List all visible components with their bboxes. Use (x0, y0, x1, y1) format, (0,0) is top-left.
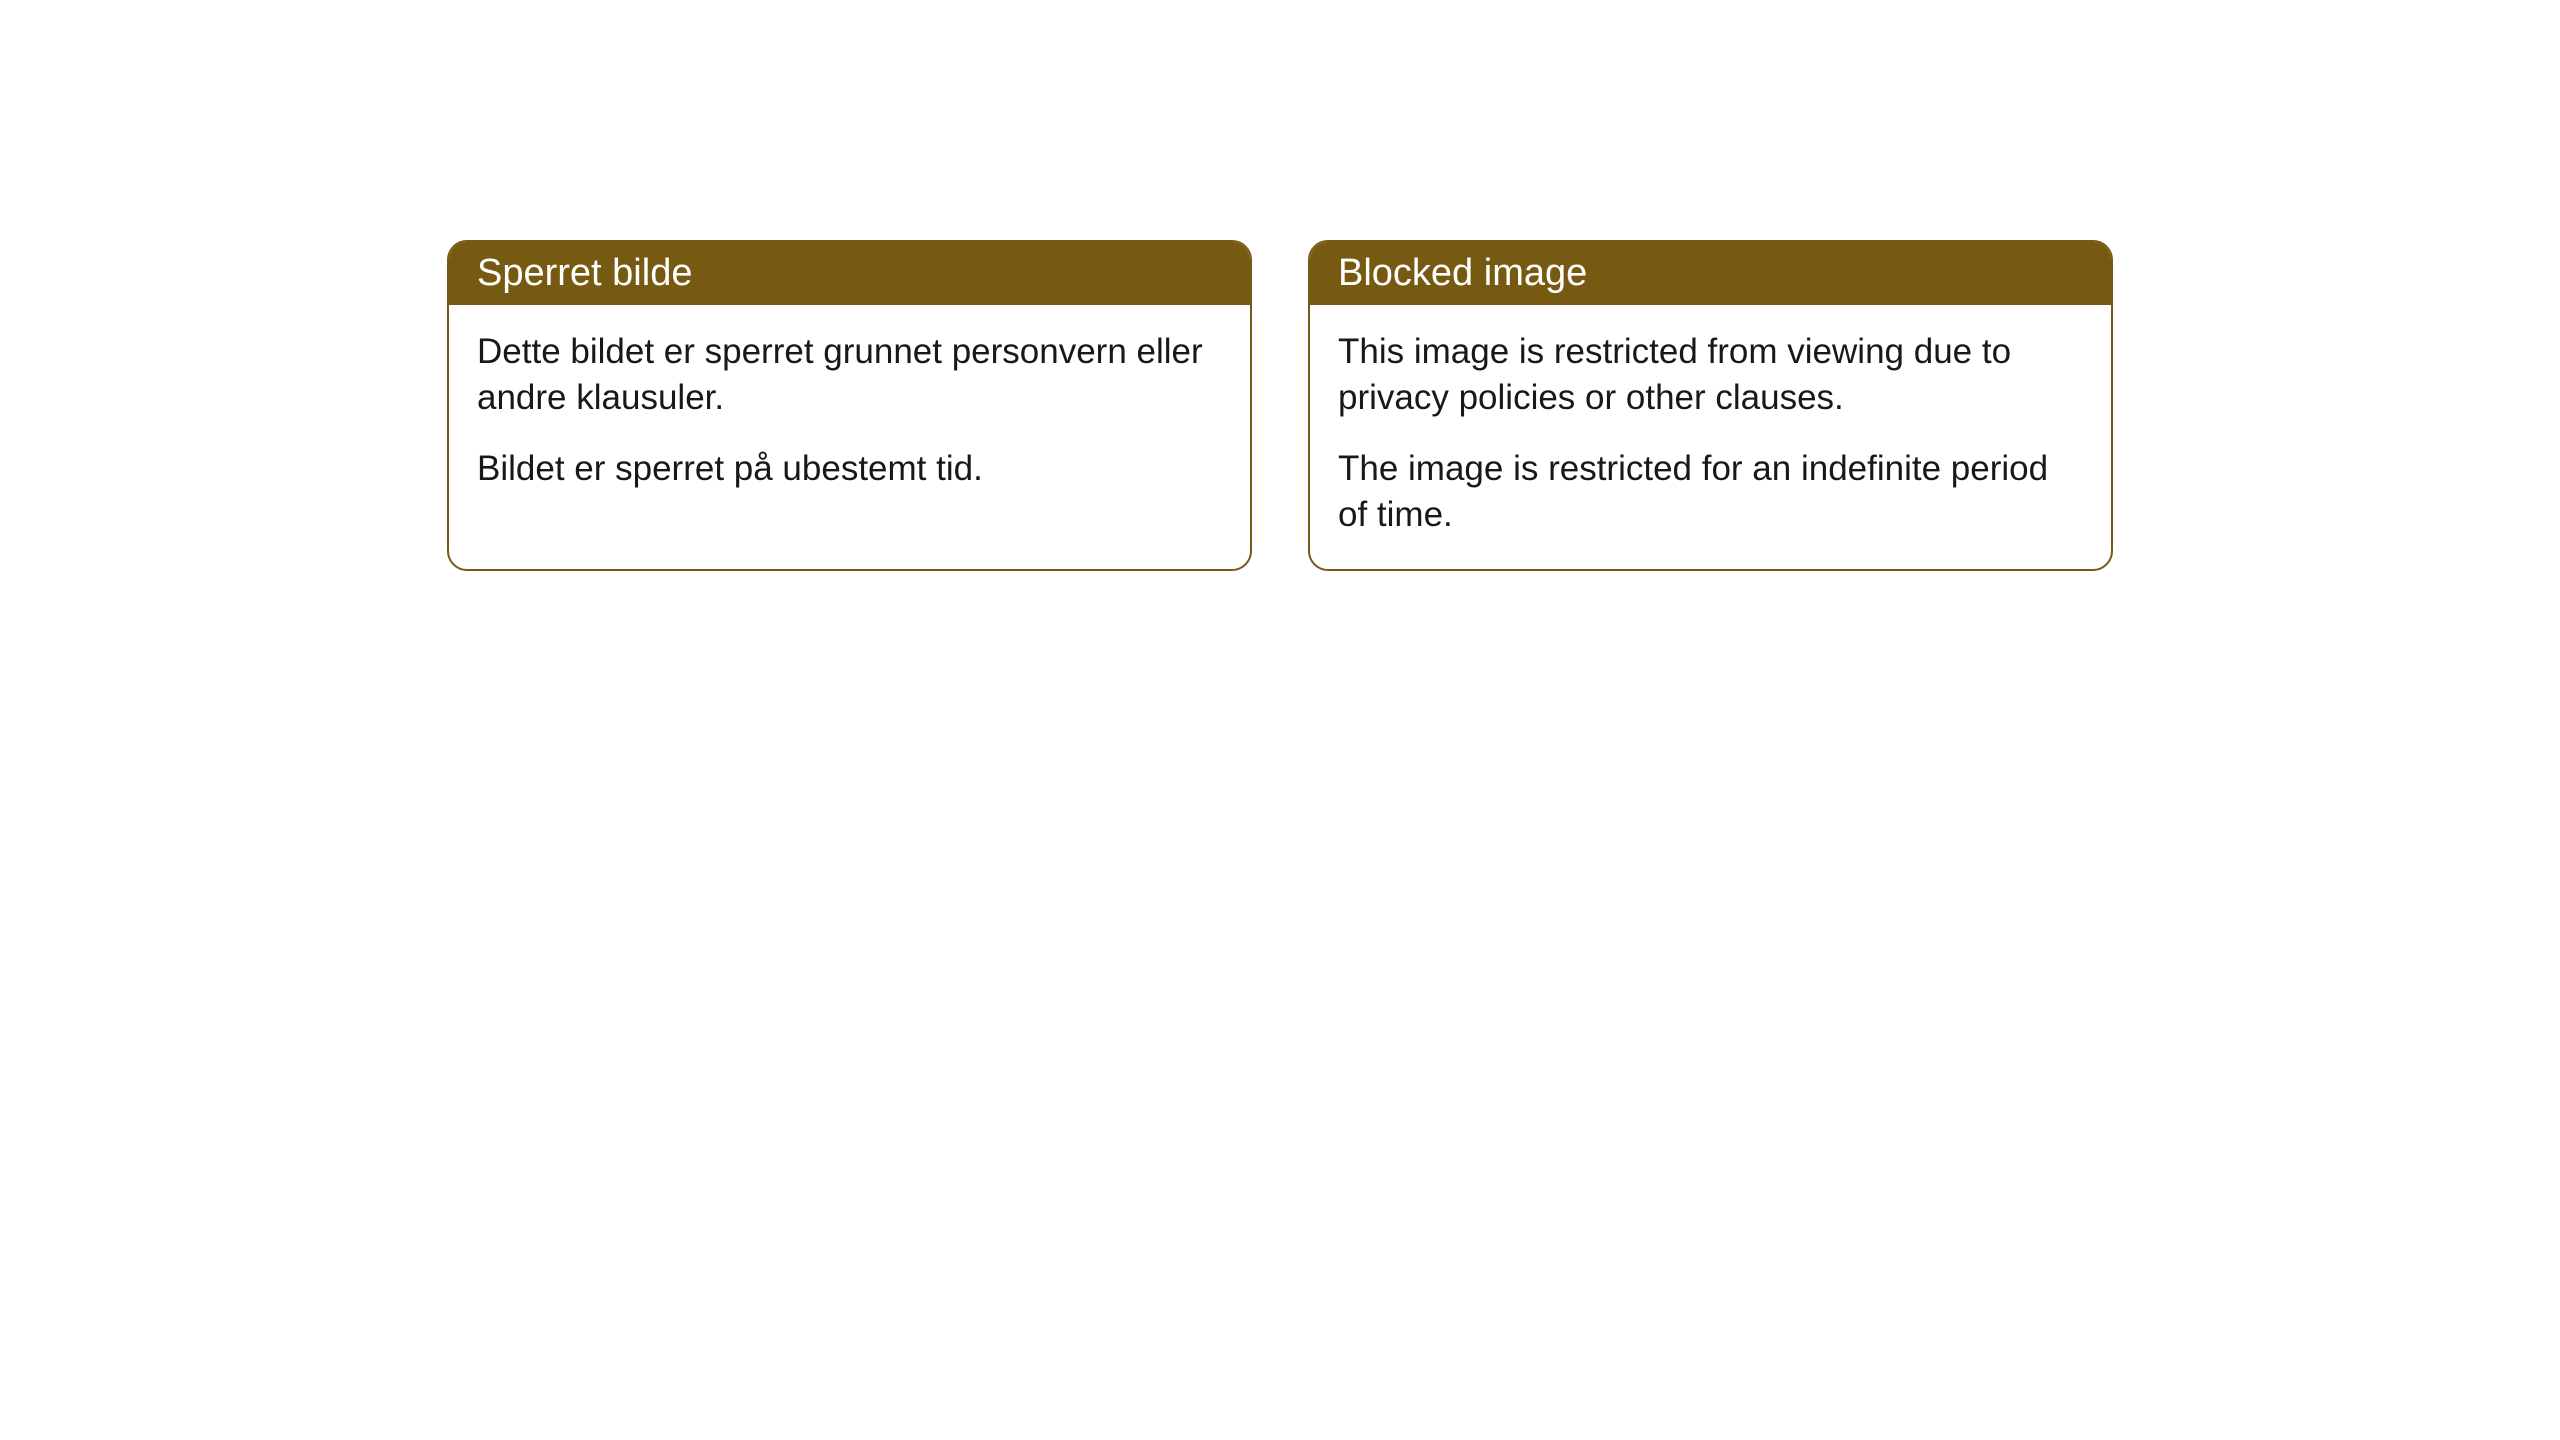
card-header: Sperret bilde (449, 242, 1250, 305)
card-paragraph: This image is restricted from viewing du… (1338, 329, 2083, 420)
card-paragraph: Dette bildet er sperret grunnet personve… (477, 329, 1222, 420)
notice-card-norwegian: Sperret bilde Dette bildet er sperret gr… (447, 240, 1252, 571)
notice-container: Sperret bilde Dette bildet er sperret gr… (447, 240, 2113, 571)
card-title: Blocked image (1338, 252, 2083, 295)
notice-card-english: Blocked image This image is restricted f… (1308, 240, 2113, 571)
card-paragraph: Bildet er sperret på ubestemt tid. (477, 446, 1222, 492)
card-paragraph: The image is restricted for an indefinit… (1338, 446, 2083, 537)
card-title: Sperret bilde (477, 252, 1222, 295)
card-body: This image is restricted from viewing du… (1310, 305, 2111, 569)
card-header: Blocked image (1310, 242, 2111, 305)
card-body: Dette bildet er sperret grunnet personve… (449, 305, 1250, 524)
